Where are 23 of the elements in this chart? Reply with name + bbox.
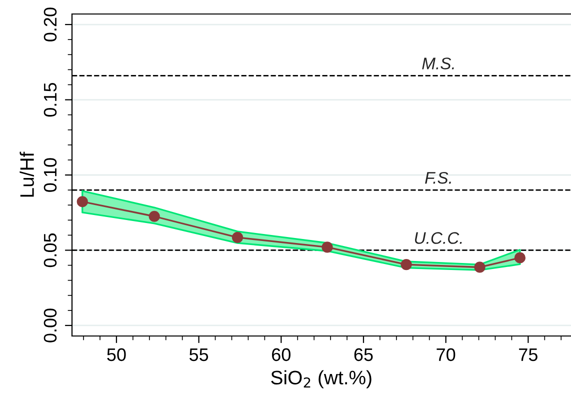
point bbox=[76, 196, 88, 208]
y-tick-label: 0.10 bbox=[44, 158, 57, 192]
ref-line-label: M.S. bbox=[422, 58, 454, 70]
ref-line-label: F.S. bbox=[425, 172, 451, 184]
point bbox=[232, 232, 244, 243]
point bbox=[474, 262, 486, 273]
x-tick-label: 50 bbox=[107, 348, 126, 362]
x-tick-label: 75 bbox=[519, 348, 538, 362]
y-tick-label: 0.05 bbox=[44, 233, 57, 268]
y-tick-label: 0.15 bbox=[44, 82, 57, 117]
y-axis-title: Lu/Hf bbox=[20, 152, 34, 197]
x-tick-label: 70 bbox=[436, 348, 456, 362]
point bbox=[148, 210, 160, 222]
y-tick-label: 0.20 bbox=[44, 8, 57, 42]
y-tick-label: 0.00 bbox=[44, 308, 57, 342]
point bbox=[322, 242, 333, 253]
point bbox=[400, 258, 412, 270]
x-tick-label: 60 bbox=[272, 348, 290, 362]
x-axis-title: SiO$_{2}$ (wt.%) bbox=[271, 370, 372, 388]
x-tick-label: 65 bbox=[354, 348, 373, 362]
point bbox=[514, 252, 526, 264]
ref-line-label: U.C.C. bbox=[415, 232, 462, 244]
x-tick-label: 55 bbox=[189, 348, 208, 362]
